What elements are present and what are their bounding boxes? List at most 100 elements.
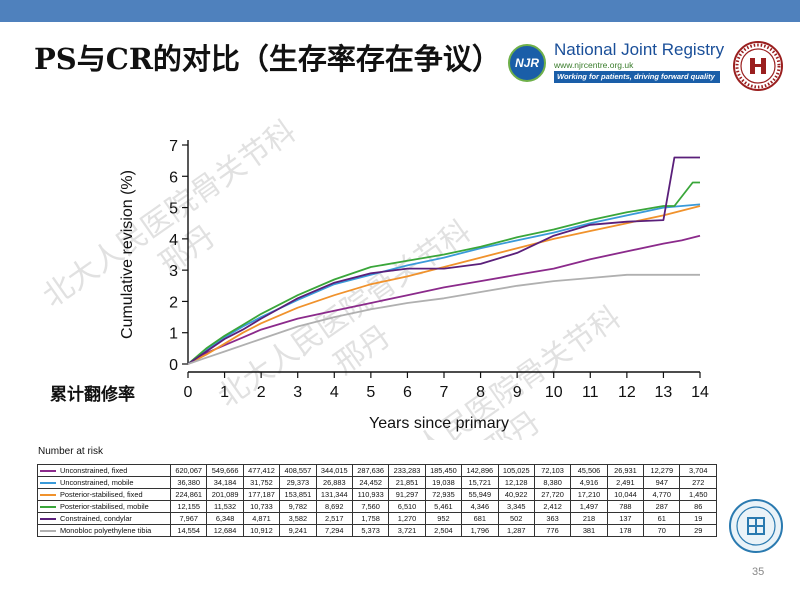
risk-cell: 86	[679, 500, 717, 513]
risk-cell: 5,461	[424, 500, 463, 513]
x-tick-label: 13	[655, 384, 673, 401]
risk-cell: 137	[606, 512, 645, 525]
risk-cell: 142,896	[461, 464, 499, 477]
risk-cell: 681	[461, 512, 499, 525]
risk-cell: 952	[424, 512, 463, 525]
risk-cell: 1,287	[497, 524, 535, 537]
table-row: Unconstrained, mobile 36,380 34,184 31,752 2…	[37, 476, 717, 489]
risk-row-label-text: Unconstrained, mobile	[60, 478, 134, 487]
risk-cell: 1,497	[570, 500, 608, 513]
risk-cell: 19	[679, 512, 717, 525]
x-tick-label: 5	[366, 384, 375, 401]
risk-cell: 1,758	[351, 512, 390, 525]
series-line-constrained-condylar	[187, 156, 700, 365]
njr-logo: NJR National Joint Registry www.njrcentr…	[508, 40, 724, 88]
legend-swatch	[40, 506, 56, 509]
x-tick-label: 10	[545, 384, 563, 401]
y-tick-label: 6	[169, 169, 178, 186]
njr-url: www.njrcentre.org.uk	[554, 60, 634, 70]
legend-swatch	[40, 494, 56, 497]
risk-cell: 7,560	[351, 500, 390, 513]
risk-cell: 947	[643, 476, 681, 489]
risk-row-label-text: Constrained, condylar	[60, 514, 132, 523]
slide-title: PS与CR的对比（生存率存在争议）	[34, 42, 501, 76]
risk-row-label: Constrained, condylar	[37, 512, 171, 525]
risk-row-label-text: Monobloc polyethylene tibia	[60, 526, 152, 535]
risk-cell: 12,155	[169, 500, 208, 513]
risk-cell: 233,283	[388, 464, 426, 477]
risk-cell: 2,412	[533, 500, 572, 513]
risk-cell: 21,851	[388, 476, 426, 489]
risk-cell: 9,782	[279, 500, 317, 513]
series-line-unconstrained-fixed	[187, 234, 701, 365]
risk-cell: 2,491	[606, 476, 645, 489]
risk-cell: 55,949	[461, 488, 499, 501]
risk-row-label-text: Posterior-stabilised, mobile	[60, 502, 149, 511]
risk-cell: 177,187	[242, 488, 281, 501]
legend-swatch	[40, 470, 56, 473]
risk-cell: 224,861	[169, 488, 208, 501]
risk-cell: 29	[679, 524, 717, 537]
risk-cell: 45,506	[570, 464, 608, 477]
x-tick-label: 4	[330, 384, 339, 401]
x-tick-label: 6	[403, 384, 412, 401]
y-tick-label: 7	[169, 138, 178, 155]
risk-cell: 26,883	[315, 476, 353, 489]
x-tick-label: 1	[220, 384, 229, 401]
x-tick-label: 9	[513, 384, 522, 401]
risk-row-label-text: Posterior-stabilised, fixed	[60, 490, 143, 499]
table-row: Monobloc polyethylene tibia 14,554 12,684 1…	[37, 524, 717, 537]
risk-cell: 344,015	[315, 464, 353, 477]
risk-table: Unconstrained, fixed 620,067 549,666 477,41…	[37, 464, 717, 537]
risk-cell: 2,517	[315, 512, 353, 525]
y-tick-label: 3	[169, 263, 178, 280]
x-tick-label: 8	[476, 384, 485, 401]
risk-cell: 363	[533, 512, 572, 525]
risk-cell: 110,933	[351, 488, 390, 501]
risk-cell: 620,067	[169, 464, 208, 477]
risk-cell: 3,721	[388, 524, 426, 537]
risk-cell: 5,373	[351, 524, 390, 537]
series-line-posterior-stabilised-mobile	[187, 181, 700, 365]
risk-cell: 272	[679, 476, 717, 489]
risk-cell: 6,348	[206, 512, 244, 525]
risk-cell: 8,692	[315, 500, 353, 513]
risk-cell: 287,636	[351, 464, 390, 477]
table-row: Posterior-stabilised, fixed 224,861 201,08…	[37, 488, 717, 501]
risk-cell: 12,279	[643, 464, 681, 477]
x-tick-label: 7	[440, 384, 449, 401]
table-row: Posterior-stabilised, mobile 12,155 11,532…	[37, 500, 717, 513]
risk-cell: 4,346	[461, 500, 499, 513]
x-tick-label: 0	[184, 384, 193, 401]
risk-cell: 1,270	[388, 512, 426, 525]
risk-cell: 408,557	[279, 464, 317, 477]
risk-cell: 61	[643, 512, 681, 525]
x-tick-label: 2	[257, 384, 266, 401]
risk-cell: 12,128	[497, 476, 535, 489]
risk-cell: 1,450	[679, 488, 717, 501]
risk-cell: 3,582	[279, 512, 317, 525]
risk-row-label: Unconstrained, mobile	[37, 476, 171, 489]
risk-cell: 7,294	[315, 524, 353, 537]
legend-swatch	[40, 530, 56, 533]
table-row: Unconstrained, fixed 620,067 549,666 477,41…	[37, 464, 717, 477]
risk-cell: 29,373	[279, 476, 317, 489]
risk-row-label: Monobloc polyethylene tibia	[37, 524, 171, 537]
risk-row-label-text: Unconstrained, fixed	[60, 466, 128, 475]
risk-cell: 4,916	[570, 476, 608, 489]
series-line-posterior-stabilised-fixed	[187, 205, 701, 365]
njr-logo-icon: NJR	[508, 44, 546, 82]
legend-swatch	[40, 518, 56, 521]
risk-table-title: Number at risk	[38, 446, 104, 457]
risk-cell: 4,770	[643, 488, 681, 501]
x-tick-label: 11	[582, 384, 599, 401]
y-tick-label: 5	[169, 201, 178, 218]
risk-cell: 287	[643, 500, 681, 513]
risk-cell: 10,044	[606, 488, 645, 501]
chart-series	[187, 156, 701, 365]
risk-cell: 40,922	[497, 488, 535, 501]
risk-cell: 17,210	[570, 488, 608, 501]
y-axis-label: Cumulative revision (%)	[119, 170, 136, 339]
risk-cell: 3,704	[679, 464, 717, 477]
